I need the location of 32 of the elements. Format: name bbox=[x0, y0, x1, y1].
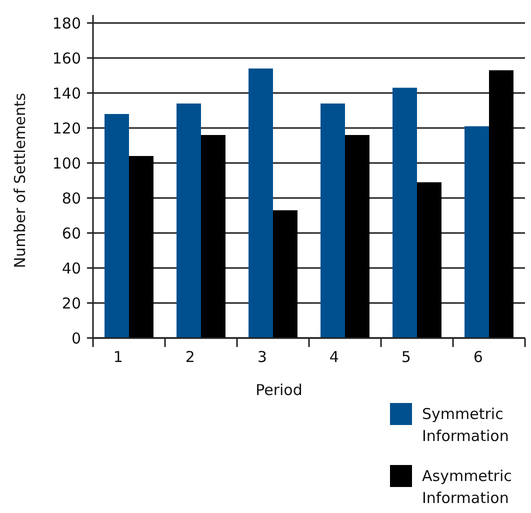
y-tick-label: 0 bbox=[71, 329, 81, 348]
y-tick-label: 20 bbox=[62, 294, 81, 312]
legend-label: Asymmetric Information bbox=[422, 467, 512, 507]
bar bbox=[201, 135, 226, 338]
x-tick-label: 6 bbox=[473, 348, 483, 366]
bar bbox=[248, 68, 273, 338]
bar bbox=[345, 135, 370, 338]
bar bbox=[129, 156, 154, 338]
y-tick-label: 180 bbox=[52, 14, 81, 32]
bar bbox=[320, 104, 345, 338]
y-tick-label: 60 bbox=[62, 224, 81, 242]
bar bbox=[464, 126, 489, 338]
x-tick-label: 2 bbox=[185, 348, 195, 366]
y-axis-title: Number of Settlements bbox=[11, 92, 29, 268]
bar bbox=[176, 104, 201, 338]
x-tick-label: 3 bbox=[257, 348, 267, 366]
x-tick-label: 4 bbox=[329, 348, 339, 366]
x-tick-label: 1 bbox=[113, 348, 123, 366]
bar bbox=[489, 70, 514, 338]
y-tick-label: 40 bbox=[62, 259, 81, 278]
y-tick-label: 80 bbox=[62, 189, 81, 208]
x-axis-title: Period bbox=[256, 381, 302, 399]
bar bbox=[273, 210, 298, 338]
x-tick-label: 5 bbox=[401, 348, 411, 366]
y-tick-label: 160 bbox=[52, 49, 81, 68]
y-tick-label: 100 bbox=[52, 154, 81, 172]
y-tick-label: 140 bbox=[52, 84, 81, 102]
y-tick-label: 120 bbox=[52, 119, 81, 138]
bar bbox=[417, 182, 442, 338]
bar bbox=[392, 88, 417, 338]
legend-label: Symmetric Information bbox=[422, 405, 509, 445]
bar bbox=[104, 114, 129, 338]
